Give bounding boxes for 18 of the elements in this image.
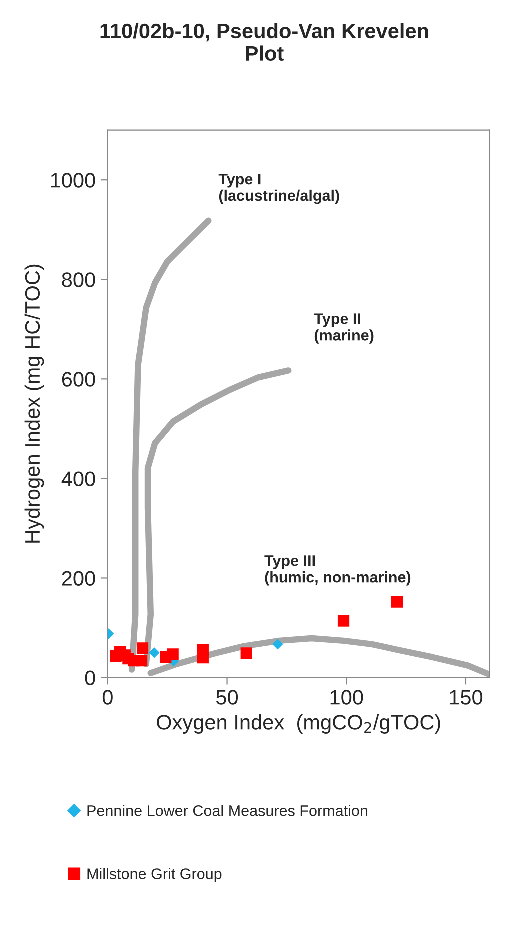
y-tick-label: 0 [85, 670, 96, 686]
legend-label: Pennine Lower Coal Measures Formation [88, 805, 368, 816]
x-axis-title: Oxygen Index (mgCO$_{2}$/gTOC) [157, 714, 440, 734]
x-tick-label: 150 [450, 690, 483, 705]
annotation: Type III (humic, non-marine) [264, 556, 411, 586]
chart-title: 110/02b-10, Pseudo-Van Krevelen Plot [100, 23, 428, 62]
annotation: Type II (marine) [314, 314, 374, 344]
y-tick-label: 800 [62, 272, 96, 288]
x-tick-label: 50 [216, 690, 238, 705]
annotation: Type I (lacustrine/algal) [218, 174, 340, 204]
legend-label: Millstone Grit Group [88, 868, 222, 882]
x-tick-label: 0 [102, 690, 113, 705]
y-tick-label: 600 [62, 372, 96, 387]
y-tick-label: 1000 [51, 173, 96, 188]
y-axis-title: Hydrogen Index (mg HC/TOC) [24, 264, 44, 543]
y-tick-label: 400 [62, 472, 96, 486]
y-tick-label: 200 [62, 571, 96, 586]
x-tick-label: 100 [330, 690, 364, 705]
